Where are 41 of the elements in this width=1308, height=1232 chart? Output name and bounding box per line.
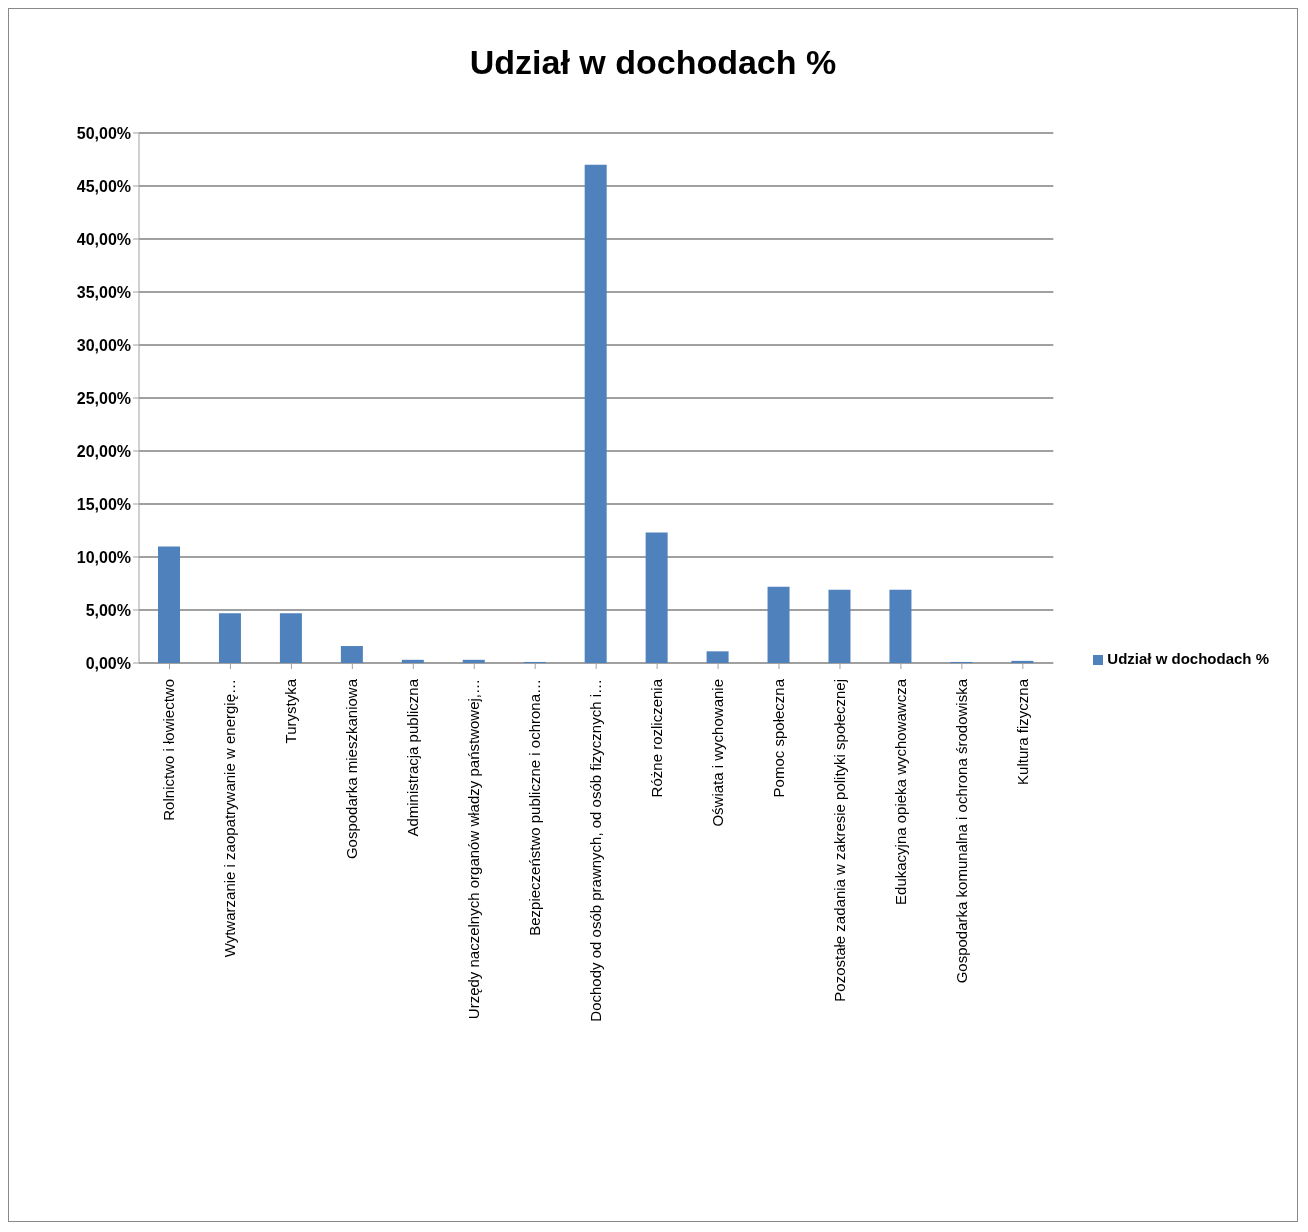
bar xyxy=(706,651,729,663)
bar xyxy=(462,659,485,663)
bar xyxy=(889,589,912,663)
x-tick-label: Dochody od osób prawnych, od osób fizycznych i… xyxy=(587,679,605,1022)
y-tick-label: 10,00% xyxy=(76,548,131,566)
x-tick-label: Gospodarka mieszkaniowa xyxy=(343,678,361,860)
y-tick-label: 25,00% xyxy=(76,389,131,407)
y-tick-label: 40,00% xyxy=(76,230,131,248)
y-tick-label: 30,00% xyxy=(76,336,131,354)
bar xyxy=(158,546,180,663)
chart-title: Udział w dochodach % xyxy=(468,42,838,83)
x-tick-label: Edukacyjna opieka wychowawcza xyxy=(891,678,909,905)
bar xyxy=(1011,660,1034,663)
bar xyxy=(828,589,851,663)
x-tick-label: Oświata i wychowanie xyxy=(709,679,727,827)
bar xyxy=(340,646,363,663)
y-tick-label: 45,00% xyxy=(76,177,131,195)
x-tick-label: Gospodarka komunalna i ochrona środowiska xyxy=(952,678,970,984)
y-tick-label: 15,00% xyxy=(76,495,131,513)
y-tick-label: 5,00% xyxy=(85,601,131,619)
x-tick-label: Pomoc społeczna xyxy=(770,678,788,798)
bar xyxy=(218,613,241,663)
x-tick-label: Różne rozliczenia xyxy=(648,678,666,798)
y-tick-label: 20,00% xyxy=(76,442,131,460)
bar xyxy=(401,659,424,663)
y-tick-label: 35,00% xyxy=(76,283,131,301)
x-tick-label: Rolnictwo i łowiectwo xyxy=(160,679,178,821)
x-tick-label: Pozostałe zadania w zakresie polityki społecznej xyxy=(830,679,848,1002)
x-tick-label: Wytwarzanie i zaopatrywanie w energię… xyxy=(221,679,239,958)
x-tick-label: Urzędy naczelnych organów władzy państwowej,… xyxy=(465,679,483,1020)
y-tick-label: 0,00% xyxy=(85,654,131,672)
x-tick-label: Turystyka xyxy=(282,678,300,744)
x-tick-label: Administracja publiczna xyxy=(404,678,422,837)
bar xyxy=(645,532,668,663)
bar xyxy=(279,613,302,663)
y-tick-label: 50,00% xyxy=(76,124,131,142)
legend-label: Udział w dochodach % xyxy=(1107,649,1269,667)
x-tick-label: Bezpieczeństwo publiczne i ochrona… xyxy=(526,679,544,936)
x-tick-label: Kultura fizyczna xyxy=(1013,678,1031,785)
bar xyxy=(767,586,790,663)
bar xyxy=(584,164,607,663)
